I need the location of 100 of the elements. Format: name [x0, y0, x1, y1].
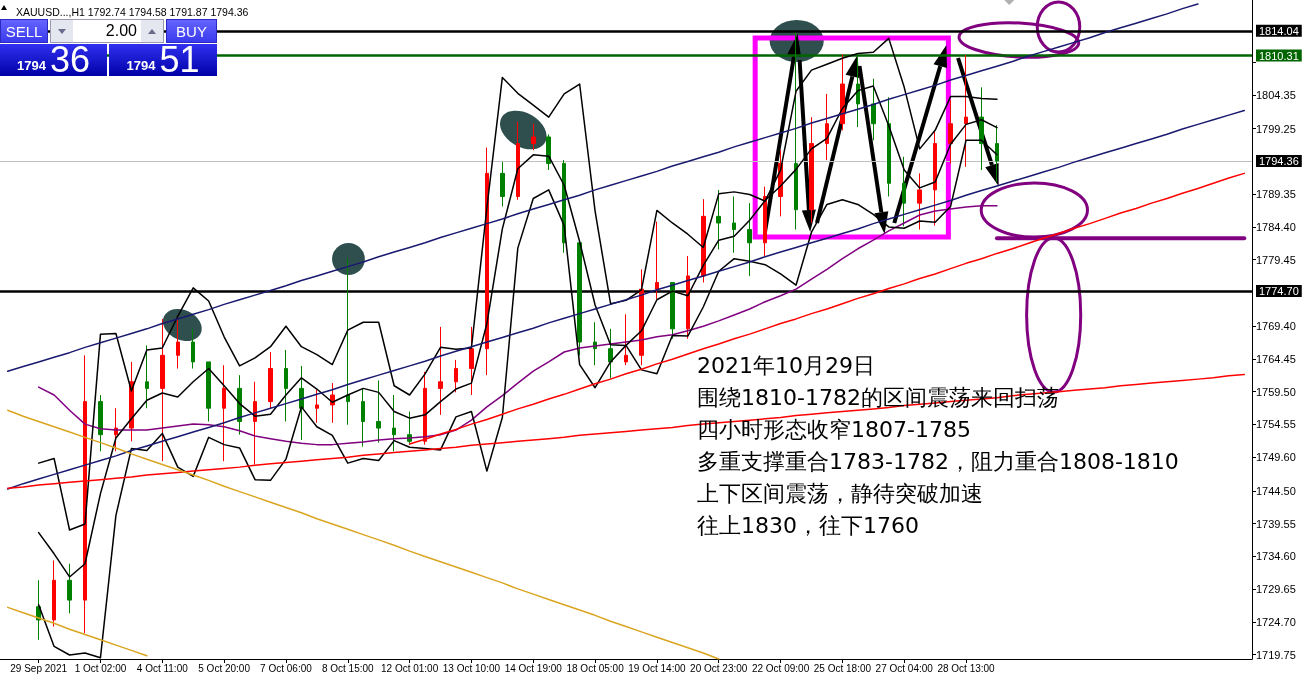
annotation: 2021年10月29日 [697, 352, 876, 380]
y-tick-label: 1739.55 [1256, 517, 1296, 530]
y-tick-label: 1734.60 [1256, 550, 1296, 563]
candlestick [469, 326, 474, 396]
candlestick [392, 394, 396, 452]
candlestick [268, 351, 273, 409]
text: XAUUSD...,H1 1792.74 1794.58 1791.87 1794.36 [16, 5, 249, 18]
annotation: 1794 [126, 58, 156, 73]
x-tick-label: 1 Oct 02:00 [74, 662, 127, 674]
candlestick [500, 161, 505, 207]
candlestick [206, 361, 211, 422]
candlestick [747, 202, 752, 277]
candlestick [376, 379, 381, 444]
candlestick [546, 133, 551, 171]
annotation: 1794 [17, 58, 46, 73]
x-tick-label: 4 Oct 11:00 [136, 662, 189, 674]
annotation: 2.00 [105, 22, 137, 39]
candlestick [686, 255, 690, 340]
ref-line-label: 1794.36 [1259, 155, 1299, 168]
candlestick [67, 563, 72, 614]
candlestick [763, 186, 767, 257]
x-tick-label: 19 Oct 14:00 [628, 662, 686, 674]
x-tick-label: 25 Oct 18:00 [813, 662, 872, 674]
y-tick-label: 1789.35 [1256, 188, 1296, 201]
candlestick [917, 172, 922, 231]
x-tick-label: 12 Oct 01:00 [380, 662, 439, 674]
candlestick [655, 221, 659, 300]
y-tick-label: 1729.65 [1256, 583, 1296, 596]
y-tick-label: 1754.55 [1256, 418, 1296, 431]
candlestick [191, 328, 195, 370]
candlestick [438, 326, 443, 416]
candlestick [361, 387, 365, 448]
ref-line-label: 1810.31 [1259, 49, 1299, 62]
y-tick-label: 1804.35 [1256, 88, 1296, 101]
candlestick [732, 196, 736, 254]
candlestick [933, 129, 937, 227]
y-tick-label: 1719.75 [1256, 648, 1296, 661]
x-tick-label: 29 Sep 2021 [10, 662, 68, 674]
candlestick [639, 268, 644, 366]
annotation: 往上1830，往下1760 [697, 512, 920, 540]
y-tick-label: 1784.40 [1256, 220, 1296, 233]
line-series [6, 409, 720, 660]
y-tick-label: 1769.40 [1256, 320, 1296, 333]
line-series [408, 172, 1246, 445]
candlestick [160, 318, 165, 462]
x-tick-label: 22 Oct 09:00 [751, 662, 810, 674]
price-box: 1794 51 [109, 44, 217, 76]
candlestick [809, 116, 814, 224]
candlestick [964, 54, 968, 168]
candlestick [52, 559, 56, 628]
candlestick [299, 365, 304, 441]
x-tick-label: 5 Oct 20:00 [198, 662, 251, 674]
y-tick-label: 1759.50 [1256, 385, 1296, 398]
x-tick-label: 13 Oct 10:00 [442, 662, 501, 674]
quantity-field: 2.00 [50, 19, 164, 43]
y-tick-label: 1799.25 [1256, 122, 1296, 135]
candlestick [840, 53, 845, 131]
candlestick [670, 282, 675, 340]
y-tick-label: 1724.70 [1256, 615, 1296, 628]
candlestick [284, 349, 288, 422]
candlestick [902, 156, 906, 227]
x-tick-label: 20 Oct 23:00 [690, 662, 748, 674]
price-box: 1794 36 [0, 44, 107, 76]
annotation: 四小时形态收窄1807-1785 [697, 416, 972, 444]
candlestick [716, 189, 721, 250]
x-tick-label: 8 Oct 15:00 [321, 662, 375, 674]
candlestick [979, 86, 984, 171]
candlestick [222, 364, 226, 462]
y-tick-label: 1744.50 [1256, 484, 1296, 497]
x-tick-label: 28 Oct 13:00 [937, 662, 996, 674]
ref-line-label: 1774.70 [1259, 285, 1299, 298]
candlestick [608, 328, 613, 379]
candlestick [856, 57, 860, 128]
candlestick [454, 359, 458, 393]
candlestick [346, 258, 350, 426]
candlestick [624, 313, 628, 366]
x-tick-label: 7 Oct 06:00 [260, 662, 313, 674]
candlestick [871, 78, 876, 141]
sell-button: SELL [0, 19, 48, 43]
y-tick-label: 1764.45 [1256, 352, 1296, 365]
line-series [6, 606, 148, 657]
buy-button: BUY [166, 19, 217, 43]
annotation: 上下区间震荡，静待突破加速 [697, 480, 984, 508]
candlestick [887, 96, 891, 198]
candlestick [516, 121, 520, 201]
x-tick-label: 14 Oct 19:00 [504, 662, 563, 674]
candlestick [98, 394, 103, 452]
candlestick [995, 124, 999, 183]
y-tick-label: 1749.60 [1256, 451, 1296, 464]
y-tick-label: 1779.45 [1256, 253, 1296, 266]
candlestick [531, 123, 536, 151]
candlestick [315, 389, 319, 424]
candlestick [253, 381, 257, 465]
annotation: 多重支撑重合1783-1782，阻力重合1808-1810 [697, 448, 1179, 476]
ref-line-label: 1814.04 [1259, 24, 1299, 37]
candlestick [145, 344, 149, 409]
candlestick [948, 99, 953, 164]
candlestick [577, 242, 582, 356]
x-tick-label: 18 Oct 05:00 [566, 662, 625, 674]
x-tick-label: 27 Oct 04:00 [875, 662, 934, 674]
